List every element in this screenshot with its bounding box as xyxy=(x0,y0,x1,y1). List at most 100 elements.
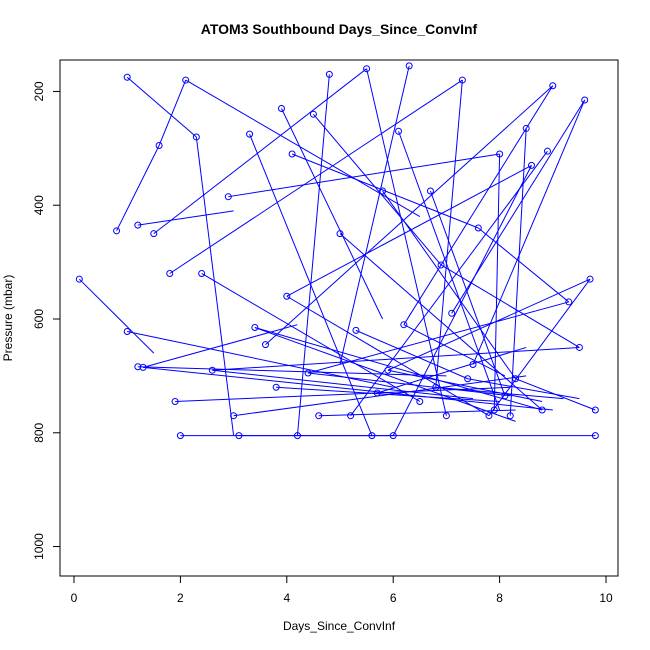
data-point xyxy=(581,96,589,104)
data-point xyxy=(224,193,232,201)
data-point xyxy=(246,130,254,138)
data-point xyxy=(512,375,520,383)
y-tick-label: 200 xyxy=(32,81,46,101)
series-line-segment xyxy=(313,113,442,266)
series-line-segment xyxy=(143,324,298,368)
data-point xyxy=(272,383,280,391)
data-point xyxy=(123,328,131,336)
data-point xyxy=(442,412,450,420)
series-line-segment xyxy=(398,131,501,411)
series-line-segment xyxy=(153,68,367,235)
data-point xyxy=(208,366,216,374)
data-point xyxy=(464,375,472,383)
series-line-segment xyxy=(254,327,543,411)
series-line-segment xyxy=(472,99,586,365)
data-point xyxy=(134,221,142,229)
data-point xyxy=(432,383,440,391)
data-point xyxy=(113,227,121,235)
series-line-segment xyxy=(276,386,500,402)
series-line-segment xyxy=(478,227,570,303)
data-point xyxy=(336,230,344,238)
series-line-segment xyxy=(212,346,580,371)
data-point xyxy=(458,76,466,84)
series-line-segment xyxy=(228,153,500,198)
data-point xyxy=(485,412,493,420)
y-axis: 200 400 600 800 1000 xyxy=(32,81,60,560)
data-point xyxy=(315,412,323,420)
data-point xyxy=(325,70,333,78)
data-point xyxy=(230,412,238,420)
data-point xyxy=(75,275,83,283)
series-line-segment xyxy=(403,324,506,377)
series-line-segment xyxy=(233,375,527,417)
data-point xyxy=(192,133,200,141)
data-point xyxy=(123,73,131,81)
data-point xyxy=(506,412,514,420)
data-point xyxy=(304,369,312,377)
data-point xyxy=(363,65,371,73)
series-line-segment xyxy=(78,278,155,354)
data-point xyxy=(139,363,147,371)
data-point xyxy=(176,432,184,440)
data-point xyxy=(575,343,583,351)
data-point xyxy=(235,432,243,440)
data-point xyxy=(352,326,360,334)
series-line-segment xyxy=(429,190,506,396)
data-point xyxy=(416,397,424,405)
data-point xyxy=(347,412,355,420)
data-point xyxy=(543,147,551,155)
data-point xyxy=(469,361,477,369)
series-line-segment xyxy=(350,150,548,417)
plot-frame xyxy=(59,59,619,577)
series-line-segment xyxy=(339,65,410,365)
data-point xyxy=(448,309,456,317)
data-point xyxy=(373,389,381,397)
data-point xyxy=(368,432,376,440)
series-line-segment xyxy=(286,295,490,417)
data-point xyxy=(405,62,413,70)
series-line-segment xyxy=(387,278,591,371)
data-point xyxy=(171,397,179,405)
series-line-segment xyxy=(137,366,447,377)
data-point xyxy=(496,150,504,158)
series-line-segment xyxy=(451,99,586,314)
x-axis: 0 2 4 6 8 10 xyxy=(71,576,613,605)
series-line-segment xyxy=(382,190,516,380)
data-point xyxy=(565,298,573,306)
x-tick-label: 8 xyxy=(496,591,503,605)
data-point xyxy=(474,224,482,232)
data-point xyxy=(538,406,546,414)
series-line-segment xyxy=(281,108,384,320)
series-points xyxy=(75,62,599,440)
data-point xyxy=(389,432,397,440)
series-line-segment xyxy=(308,372,511,397)
series-line-segment xyxy=(377,346,527,394)
series-line-segment xyxy=(127,331,394,388)
series-line-segment xyxy=(435,80,463,388)
chart-title: ATOM3 Southbound Days_Since_ConvInf xyxy=(201,21,478,37)
data-point xyxy=(262,341,270,349)
series-line-segment xyxy=(195,136,235,436)
data-point xyxy=(182,76,190,84)
series-line-segment xyxy=(212,369,474,400)
data-point xyxy=(426,187,434,195)
data-point xyxy=(166,269,174,277)
x-axis-label: Days_Since_ConvInf xyxy=(283,619,396,633)
data-point xyxy=(549,82,557,90)
data-point xyxy=(400,321,408,329)
data-point xyxy=(134,363,142,371)
series-line-segment xyxy=(126,76,197,138)
data-point xyxy=(288,150,296,158)
series-line-segment xyxy=(296,74,330,436)
data-point xyxy=(150,230,158,238)
y-tick-label: 1000 xyxy=(32,533,46,560)
y-axis-label: Pressure (mbar) xyxy=(1,275,15,362)
data-point xyxy=(395,127,403,135)
data-point xyxy=(501,392,509,400)
data-point xyxy=(528,161,536,169)
series-line-segment xyxy=(201,273,421,402)
series-line-segment xyxy=(286,164,532,297)
series-line-segment xyxy=(158,79,187,146)
data-point xyxy=(384,366,392,374)
series-line-segment xyxy=(137,210,234,226)
